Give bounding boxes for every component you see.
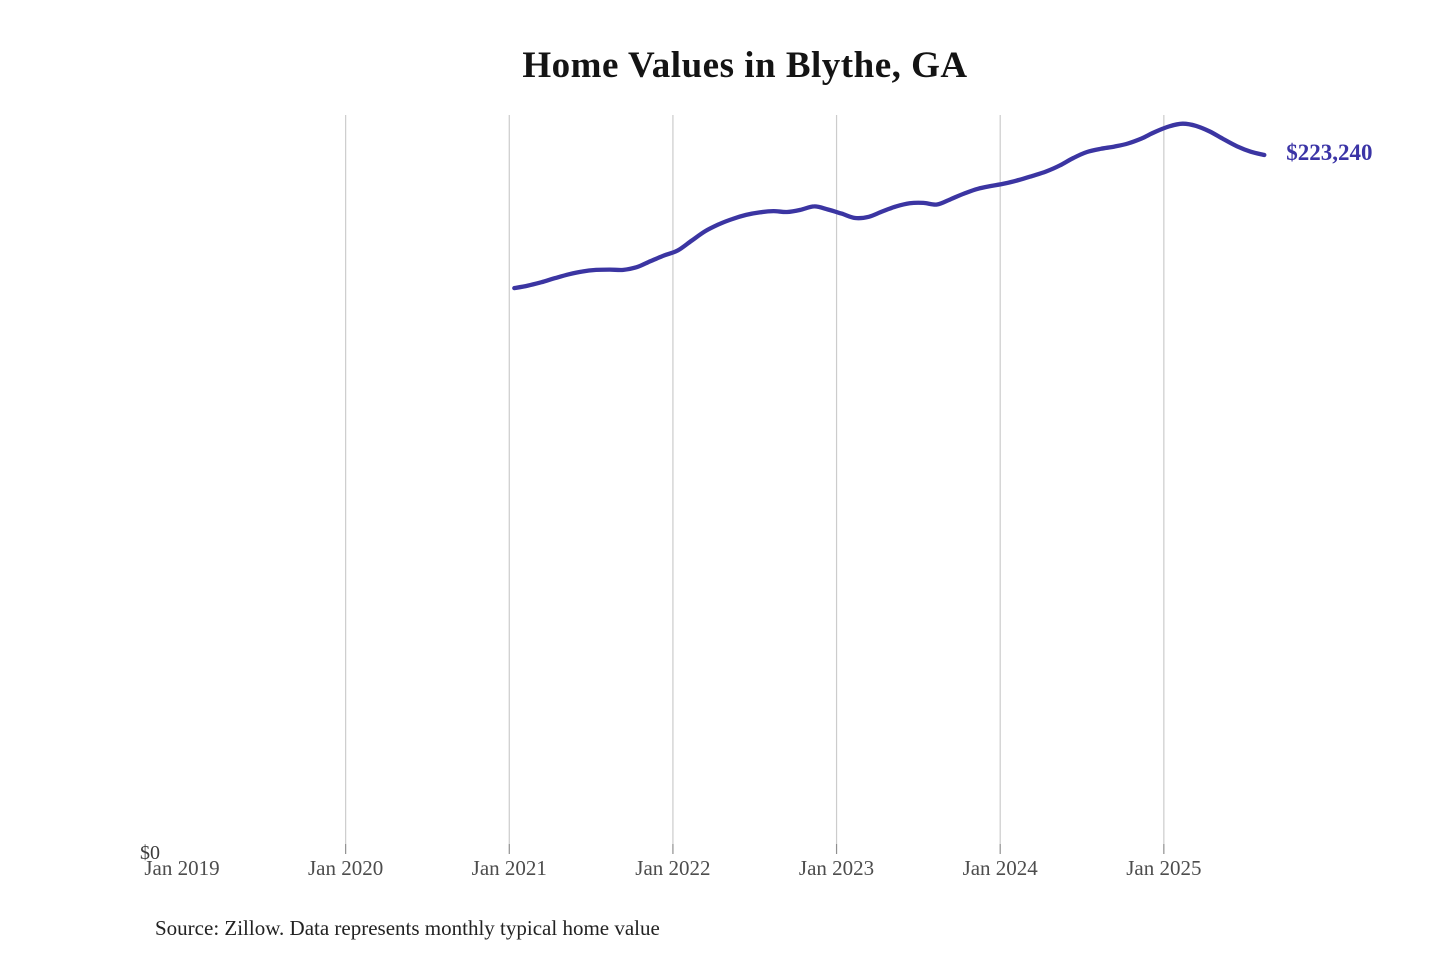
end-value-label: $223,240: [1286, 140, 1373, 165]
x-tick-label: Jan 2023: [798, 856, 875, 880]
x-axis-ticks-group: [345, 844, 1165, 854]
x-tick-label: Jan 2025: [1126, 856, 1202, 880]
home-value-line: [512, 121, 1267, 291]
x-tick-label: Jan 2022: [635, 856, 711, 880]
x-tick-label: Jan 2019: [144, 856, 220, 880]
x-tick-label: Jan 2021: [471, 856, 547, 880]
source-note: Source: Zillow. Data represents monthly …: [155, 916, 660, 940]
y-axis-zero-label: $0: [140, 842, 160, 864]
x-tick-label: Jan 2020: [308, 856, 384, 880]
x-tick-label: Jan 2024: [962, 856, 1038, 880]
chart-title: Home Values in Blythe, GA: [522, 45, 968, 86]
gridlines-group: [345, 115, 1165, 844]
